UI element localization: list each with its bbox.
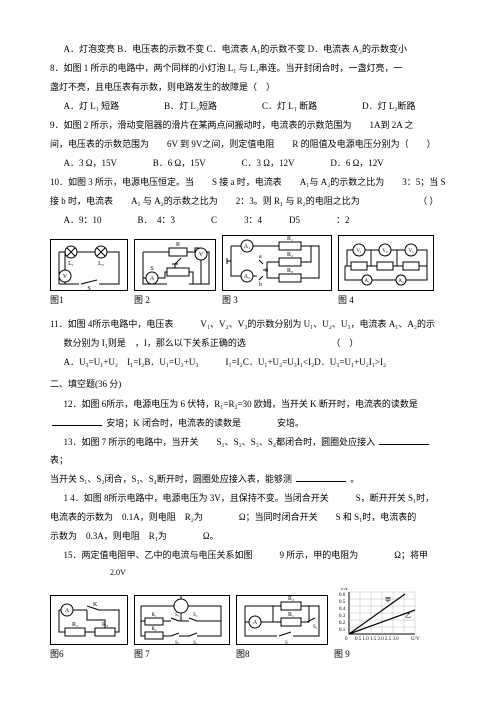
- q10-stem-1: 10．如图 3 所示，电源电压恒定。当 S 接 a 时，电流表 A₁与 A₂的示…: [50, 173, 450, 191]
- q9-options: A．3 Ω，15V B．6 Ω，15V C．3 Ω，12V D．6 Ω，12V: [50, 154, 450, 172]
- svg-text:0: 0: [345, 637, 348, 642]
- q11-options: A．U₃=U₁+U₂ I₁=I₂B．U₁=U₂+U₃ I₁=I₂C．U₁+U₂=…: [50, 353, 450, 371]
- svg-text:R₁: R₁: [287, 236, 293, 242]
- svg-text:K: K: [93, 602, 98, 608]
- fig2-caption: 图 2: [134, 291, 216, 309]
- svg-text:V: V: [199, 252, 204, 258]
- q13-blank-2[interactable]: [296, 472, 346, 482]
- svg-text:S: S: [265, 268, 268, 274]
- svg-text:L₁: L₁: [68, 261, 74, 267]
- svg-text:甲: 甲: [385, 597, 391, 604]
- figure-9: 0.6 0.5 0.4 0.3 0.2 0.1 0 0.5 1.0 1.5 2.0 2…: [334, 587, 422, 663]
- figure-2: R V A S 图 2: [134, 239, 216, 309]
- svg-text:A₂: A₂: [398, 279, 404, 284]
- figure-row-2: A R₁ R₂ K 图6 R₁ R₂ S₁ S₂ S₃ S₄ 图 7: [50, 587, 450, 663]
- q13-stem-2: 当开关 S₁、S₂闭合，S₃、S₄断开时，圆圈处应接入表，能够测 。: [50, 470, 450, 488]
- svg-text:A: A: [150, 276, 155, 282]
- svg-text:U/V: U/V: [411, 637, 420, 642]
- fig1-caption: 图1: [50, 291, 128, 309]
- svg-text:S₂: S₂: [193, 613, 198, 618]
- svg-text:A₂: A₂: [244, 274, 250, 280]
- svg-text:R₂: R₂: [151, 627, 156, 632]
- figure-8: R₂ R₁ A S₁ S 图8: [236, 595, 328, 663]
- fig8-caption: 图8: [236, 645, 328, 663]
- svg-text:0.5 1.0 1.5 2.0 2.5 3.0: 0.5 1.0 1.5 2.0 2.5 3.0: [355, 637, 399, 642]
- svg-text:A: A: [65, 608, 70, 614]
- q10-stem-2: 接 b 时，电流表 A₁ 与 A₂的示数之比为 2：3。则 R₁ 与 R₂的电阻…: [50, 192, 450, 210]
- svg-text:0.6: 0.6: [339, 593, 346, 598]
- svg-text:0.3: 0.3: [339, 614, 346, 619]
- svg-text:R₁: R₁: [288, 612, 294, 618]
- fig3-caption: 图 3: [222, 291, 332, 309]
- svg-text:R₂: R₂: [287, 252, 293, 258]
- q13-stem-1: 13．如图 7 所示的电路中，当开关 S₁、S₂、S₃、S₄都闭合时，圆圈处应接…: [50, 433, 450, 469]
- q15-stem-1: 15．两定值电阻甲、乙中的电流与电压关系如图 9 所示，甲的电阻为 Ω；将甲: [50, 546, 450, 564]
- fig6-caption: 图6: [50, 645, 128, 663]
- figure-3: A₁ A₂ R₁ R₂ R₃ a b S 图 3: [222, 235, 332, 309]
- svg-text:S₄: S₄: [193, 641, 198, 644]
- q9-stem-1: 9．如图 2 所示，滑动变阻器的滑片在某两点间搬动时，电流表的示数范围为 1A到…: [50, 116, 450, 134]
- svg-text:V₁: V₁: [356, 249, 362, 254]
- svg-text:S₃: S₃: [175, 641, 180, 644]
- svg-text:R₁: R₁: [72, 622, 78, 628]
- figure-1: L₁ L₂ V S 图1: [50, 239, 128, 309]
- figure-row-1: L₁ L₂ V S 图1 R V A S 图 2: [50, 235, 450, 309]
- svg-text:V: V: [63, 274, 68, 280]
- q7-options: A．灯泡变亮 B．电压表的示数不变 C．电流表 A₁的示数不变 D．电流表 A₂…: [50, 40, 450, 58]
- svg-text:L₂: L₂: [98, 261, 104, 267]
- svg-text:I/A: I/A: [341, 588, 348, 592]
- svg-text:R₃: R₃: [287, 268, 293, 274]
- q8-options: A．灯 L₁ 短路 B．灯 L₂短路 C．灯 L₁ 断路 D．灯 L₂断路: [50, 97, 450, 115]
- q12-stem-1: 12．如图 6所示，电源电压为 6 伏特，R₁=R₂=30 欧姆，当开关 K 断…: [50, 395, 450, 413]
- svg-text:0.2: 0.2: [339, 621, 346, 626]
- q12-stem-2: 安培；K 闭合时，电流表的读数是 安培。: [50, 414, 450, 432]
- figure-6: A R₁ R₂ K 图6: [50, 595, 128, 663]
- svg-text:S: S: [87, 286, 90, 290]
- svg-text:b: b: [259, 282, 262, 288]
- fig9-caption: 图 9: [334, 645, 422, 663]
- q11-stem-1: 11．如图 4所示电路中，电压表 V₁、V₂、V₃的示数分别为 U₁、U₂、U₃…: [50, 315, 450, 333]
- svg-text:V₂: V₂: [382, 249, 388, 254]
- svg-text:乙: 乙: [405, 613, 411, 620]
- svg-text:S₁: S₁: [313, 625, 318, 630]
- svg-text:R: R: [176, 242, 180, 248]
- volt-label: 2.0V: [110, 565, 450, 581]
- svg-text:A₁: A₁: [244, 244, 250, 250]
- svg-text:R₂: R₂: [288, 596, 294, 602]
- svg-text:a: a: [259, 254, 262, 260]
- svg-text:V₃: V₃: [408, 249, 414, 254]
- svg-text:S: S: [285, 641, 288, 644]
- q13-blank-1[interactable]: [379, 435, 429, 445]
- q14-stem-3: 示数为 0.3A，则电阻 R₁为 Ω。: [50, 527, 450, 545]
- fig7-caption: 图 7: [134, 645, 230, 663]
- q11-stem-2: 数分别为 I₁则是 ，I，那么以下关系正确的选 （ ）: [50, 334, 450, 352]
- svg-text:A: A: [253, 620, 258, 626]
- q12-blank-1[interactable]: [52, 416, 102, 426]
- figure-4: V₁ V₂ V₃ A₁ A₂ 图 4: [338, 235, 434, 309]
- q9-stem-2: 间，电压表的示数范围为 6V 到 9V之间，则定值电阻 R 的阻值及电源电压分别…: [50, 135, 450, 153]
- svg-text:0.4: 0.4: [339, 607, 346, 612]
- fig4-caption: 图 4: [338, 291, 434, 309]
- figure-7: R₁ R₂ S₁ S₂ S₃ S₄ 图 7: [134, 595, 230, 663]
- q8-stem-1: 8．如图 1 所示的电路中，两个同样的小灯泡 L₁ 与 L₂串连。当开封闭合时，…: [50, 59, 450, 77]
- svg-text:0.1: 0.1: [339, 628, 346, 633]
- svg-text:S₁: S₁: [175, 613, 180, 618]
- svg-text:R₁: R₁: [151, 613, 156, 618]
- svg-text:0.5: 0.5: [339, 600, 346, 605]
- q14-stem-1: 1 4．如图 8所示电路中，电源电压为 3V，且保持不变。当闭合开关 S，断开开…: [50, 489, 450, 507]
- q8-stem-2: 盏灯不亮，且电压表有示数，则电路发生的故障是（ ）: [50, 78, 450, 96]
- svg-text:A₁: A₁: [364, 279, 370, 284]
- q14-stem-2: 电流表的示数为 0.1A，则电阻 R₂为 Ω；当同时闭合开关 S 和 S₁时，电…: [50, 508, 450, 526]
- section-2-heading: 二、填空题(36 分): [50, 375, 450, 393]
- svg-text:S: S: [150, 266, 153, 272]
- q10-options: A．9：10 B． 4：3 C 3：4 D5 ：2: [50, 211, 450, 229]
